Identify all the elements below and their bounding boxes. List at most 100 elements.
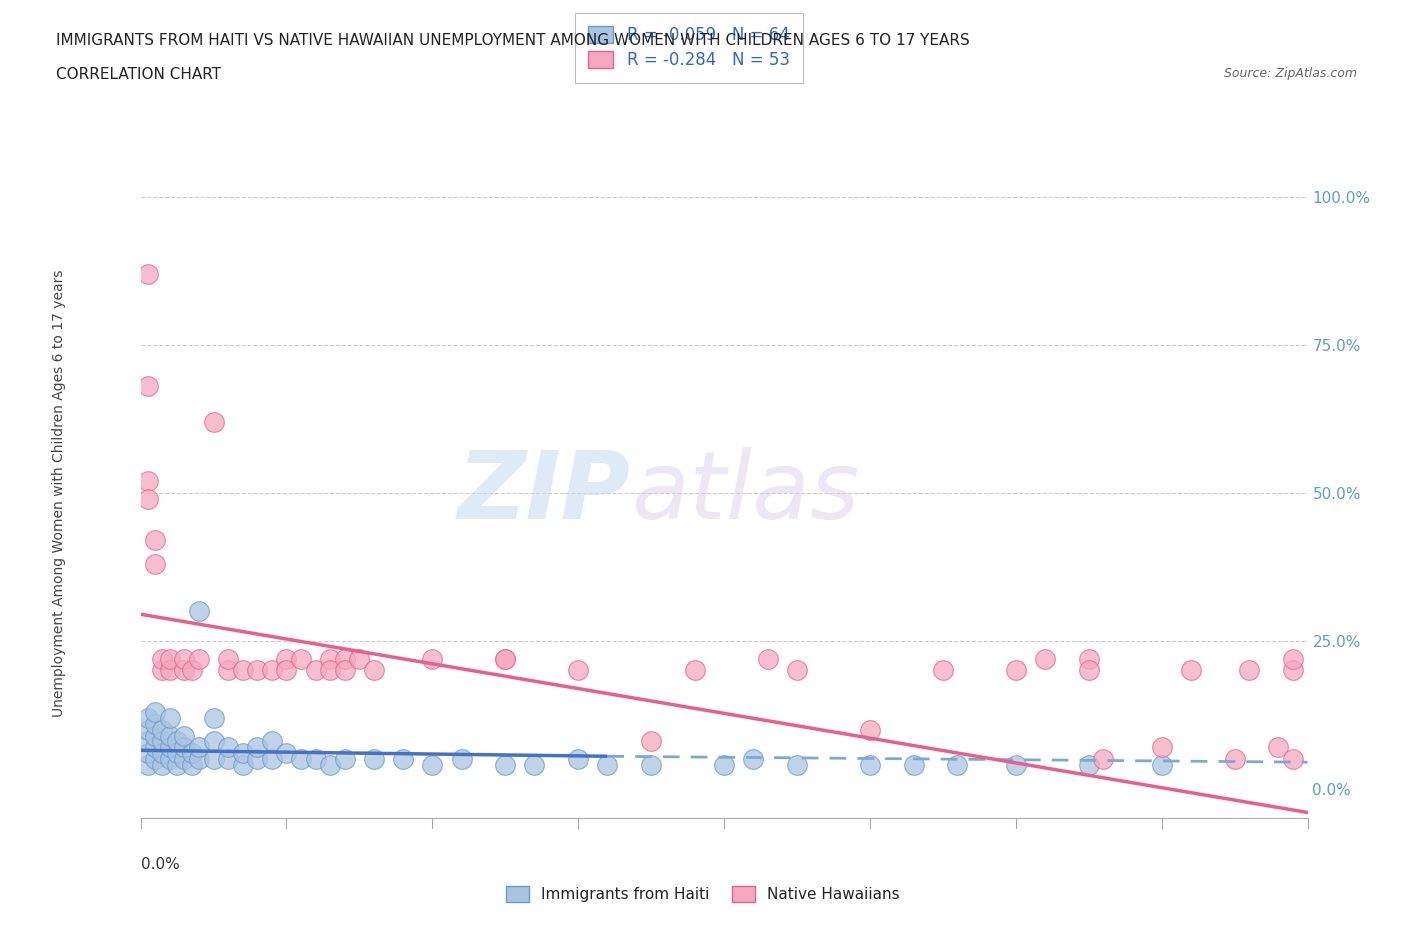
Point (640, 734, 662, 749)
Point (319, 651, 342, 666)
Point (159, 751, 181, 766)
Point (260, 751, 283, 766)
Point (136, 734, 159, 749)
Point (173, 728, 195, 743)
Point (136, 723, 159, 737)
Point (246, 751, 269, 766)
Point (567, 751, 589, 766)
Point (173, 663, 195, 678)
Point (946, 758, 969, 773)
Point (349, 651, 371, 666)
Point (1223, 751, 1246, 766)
Point (494, 651, 516, 666)
Point (217, 740, 239, 755)
Point (276, 663, 298, 678)
Point (756, 651, 779, 666)
Point (202, 751, 225, 766)
Point (305, 751, 328, 766)
Point (276, 746, 298, 761)
Point (333, 751, 356, 766)
Point (1077, 758, 1099, 773)
Point (173, 751, 195, 766)
Point (305, 663, 328, 678)
Point (1033, 651, 1056, 666)
Legend: R = -0.059   N = 64, R = -0.284   N = 53: R = -0.059 N = 64, R = -0.284 N = 53 (575, 13, 803, 83)
Point (188, 604, 211, 618)
Point (319, 663, 342, 678)
Point (136, 746, 159, 761)
Point (143, 751, 166, 766)
Point (202, 734, 225, 749)
Text: atlas: atlas (631, 447, 859, 538)
Point (363, 751, 385, 766)
Point (1077, 651, 1099, 666)
Point (422, 651, 444, 666)
Point (188, 651, 211, 666)
Point (217, 663, 239, 678)
Point (903, 758, 925, 773)
Point (1239, 663, 1261, 678)
Point (143, 556, 166, 571)
Point (523, 758, 546, 773)
Point (217, 651, 239, 666)
Point (188, 740, 211, 755)
Point (232, 746, 254, 761)
Point (159, 728, 181, 743)
Point (1180, 663, 1202, 678)
Point (494, 651, 516, 666)
Point (136, 473, 159, 488)
Point (450, 751, 472, 766)
Point (180, 746, 202, 761)
Point (713, 758, 735, 773)
Point (1005, 663, 1028, 678)
Point (319, 758, 342, 773)
Point (136, 711, 159, 725)
Point (494, 758, 516, 773)
Point (152, 734, 174, 749)
Point (859, 758, 882, 773)
Point (333, 651, 356, 666)
Point (232, 758, 254, 773)
Point (932, 663, 955, 678)
Point (136, 267, 159, 282)
Point (246, 740, 269, 755)
Point (152, 746, 174, 761)
Point (143, 716, 166, 731)
Point (152, 723, 174, 737)
Point (136, 379, 159, 393)
Point (159, 663, 181, 678)
Point (232, 663, 254, 678)
Point (143, 533, 166, 548)
Point (290, 751, 312, 766)
Point (1092, 751, 1115, 766)
Point (166, 734, 188, 749)
Point (136, 758, 159, 773)
Point (422, 758, 444, 773)
Point (1005, 758, 1028, 773)
Point (260, 734, 283, 749)
Point (1267, 740, 1289, 755)
Point (136, 491, 159, 506)
Point (166, 746, 188, 761)
Point (786, 758, 808, 773)
Point (333, 663, 356, 678)
Point (363, 663, 385, 678)
Text: Unemployment Among Women with Children Ages 6 to 17 years: Unemployment Among Women with Children A… (52, 269, 66, 717)
Point (152, 758, 174, 773)
Point (742, 751, 765, 766)
Point (143, 704, 166, 719)
Point (246, 663, 269, 678)
Point (159, 651, 181, 666)
Text: CORRELATION CHART: CORRELATION CHART (56, 67, 221, 82)
Point (859, 723, 882, 737)
Point (159, 740, 181, 755)
Point (166, 758, 188, 773)
Point (567, 663, 589, 678)
Point (392, 751, 415, 766)
Point (596, 758, 619, 773)
Point (290, 651, 312, 666)
Point (173, 740, 195, 755)
Point (786, 663, 808, 678)
Point (143, 740, 166, 755)
Point (1282, 663, 1305, 678)
